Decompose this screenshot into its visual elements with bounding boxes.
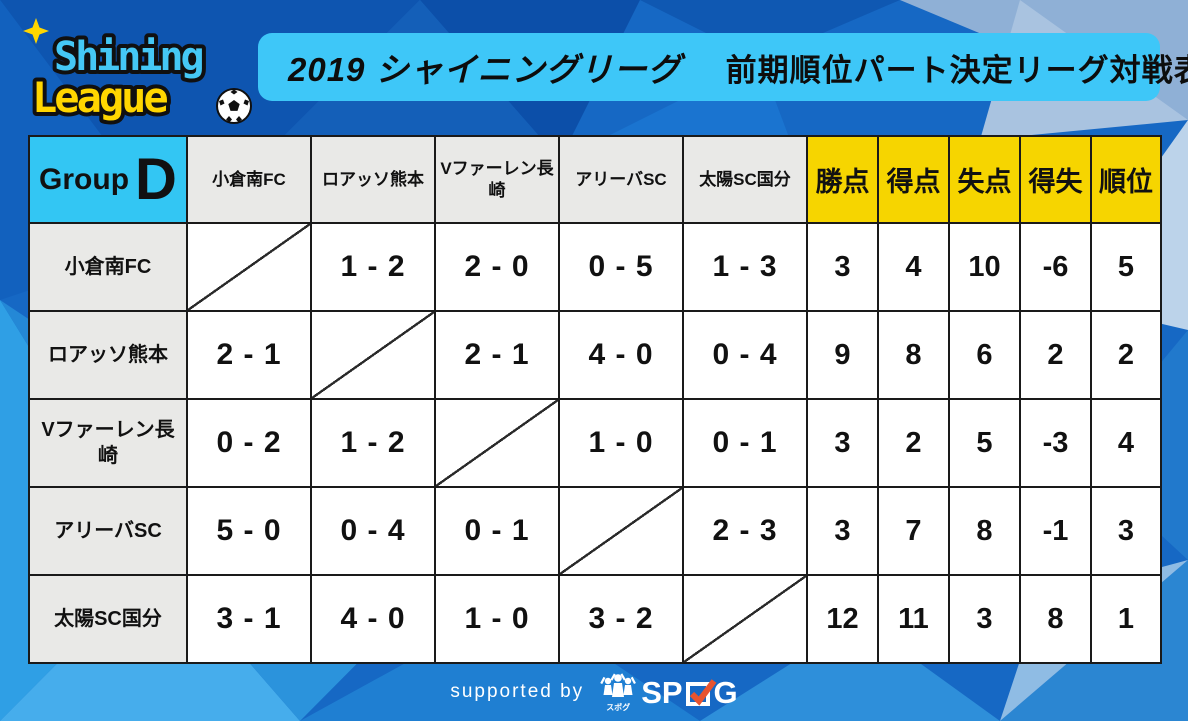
- points-cell: 3: [806, 222, 879, 312]
- rank-cell: 5: [1090, 222, 1162, 312]
- goals-against-cell: 6: [948, 310, 1021, 400]
- sponsor-icon-caption: スポグ: [606, 703, 631, 712]
- logo-word-league: League: [32, 73, 167, 122]
- banner-subtitle: 前期順位パート決定リーグ対戦表: [725, 52, 1188, 88]
- goals-for-cell: 8: [877, 310, 950, 400]
- match-result-cell: 3 - 1: [186, 574, 312, 664]
- self-match-cell: [434, 398, 560, 488]
- self-match-cell: [186, 222, 312, 312]
- column-header-team-3: アリーバSC: [558, 135, 684, 224]
- column-header-goals-for: 得点: [877, 135, 950, 224]
- sponsor-suffix: G: [713, 674, 738, 710]
- match-result-cell: 1 - 2: [310, 398, 436, 488]
- match-result-cell: 1 - 0: [558, 398, 684, 488]
- goal-diff-cell: -1: [1019, 486, 1092, 576]
- check-square-icon: [685, 678, 716, 706]
- row-header-team: Vファーレン長崎: [28, 398, 188, 488]
- column-header-team-0: 小倉南FC: [186, 135, 312, 224]
- row-header-team: 小倉南FC: [28, 222, 188, 312]
- group-word: Group: [39, 162, 130, 196]
- column-header-goal-diff: 得失: [1019, 135, 1092, 224]
- goals-for-cell: 2: [877, 398, 950, 488]
- match-result-cell: 4 - 0: [310, 574, 436, 664]
- sparkle-icon: [23, 18, 49, 44]
- points-cell: 3: [806, 486, 879, 576]
- goals-for-cell: 7: [877, 486, 950, 576]
- points-cell: 12: [806, 574, 879, 664]
- table-row: アリーバSC 5 - 0 0 - 4 0 - 1 2 - 3 3 7 8 -1 …: [28, 486, 1162, 576]
- group-letter: D: [135, 146, 177, 212]
- supported-by-label: supported by: [450, 681, 585, 702]
- column-header-rank: 順位: [1090, 135, 1162, 224]
- match-result-cell: 2 - 0: [434, 222, 560, 312]
- goal-diff-cell: -6: [1019, 222, 1092, 312]
- points-cell: 3: [806, 398, 879, 488]
- match-result-cell: 0 - 5: [558, 222, 684, 312]
- goal-diff-cell: 2: [1019, 310, 1092, 400]
- match-result-cell: 2 - 3: [682, 486, 808, 576]
- logo-word-shining: Shining: [54, 34, 202, 80]
- goal-diff-cell: -3: [1019, 398, 1092, 488]
- header-row: Group D 小倉南FC ロアッソ熊本 Vファーレン長崎 アリーバSC 太陽S…: [28, 135, 1162, 224]
- group-cell: Group D: [28, 135, 188, 224]
- goals-against-cell: 3: [948, 574, 1021, 664]
- goals-for-cell: 11: [877, 574, 950, 664]
- match-result-cell: 3 - 2: [558, 574, 684, 664]
- column-header-team-4: 太陽SC国分: [682, 135, 808, 224]
- group-label: Group D: [31, 146, 185, 212]
- self-match-cell: [558, 486, 684, 576]
- soccer-ball-icon: [216, 88, 252, 124]
- match-result-cell: 0 - 4: [310, 486, 436, 576]
- page-footer: supported by: [0, 668, 1188, 716]
- match-result-cell: 0 - 1: [434, 486, 560, 576]
- match-result-cell: 4 - 0: [558, 310, 684, 400]
- points-cell: 9: [806, 310, 879, 400]
- column-header-goals-against: 失点: [948, 135, 1021, 224]
- self-match-cell: [682, 574, 808, 664]
- goals-against-cell: 10: [948, 222, 1021, 312]
- self-match-cell: [310, 310, 436, 400]
- rank-cell: 2: [1090, 310, 1162, 400]
- match-result-cell: 2 - 1: [186, 310, 312, 400]
- row-header-team: 太陽SC国分: [28, 574, 188, 664]
- rank-cell: 4: [1090, 398, 1162, 488]
- league-table: Group D 小倉南FC ロアッソ熊本 Vファーレン長崎 アリーバSC 太陽S…: [28, 135, 1162, 664]
- match-result-cell: 1 - 3: [682, 222, 808, 312]
- goals-against-cell: 5: [948, 398, 1021, 488]
- column-header-team-2: Vファーレン長崎: [434, 135, 560, 224]
- table-row: 太陽SC国分 3 - 1 4 - 0 1 - 0 3 - 2 12 11 3 8…: [28, 574, 1162, 664]
- banner-season-title: 2019 シャイニングリーグ: [288, 51, 682, 88]
- match-result-cell: 5 - 0: [186, 486, 312, 576]
- rank-cell: 3: [1090, 486, 1162, 576]
- match-result-cell: 0 - 4: [682, 310, 808, 400]
- match-result-cell: 2 - 1: [434, 310, 560, 400]
- goals-against-cell: 8: [948, 486, 1021, 576]
- goals-for-cell: 4: [877, 222, 950, 312]
- column-header-team-1: ロアッソ熊本: [310, 135, 436, 224]
- row-header-team: アリーバSC: [28, 486, 188, 576]
- match-result-cell: 0 - 1: [682, 398, 808, 488]
- goal-diff-cell: 8: [1019, 574, 1092, 664]
- sponsor-logo: スポグ SP G: [600, 673, 738, 712]
- people-icon: スポグ: [600, 673, 637, 712]
- title-banner: 2019 シャイニングリーグ 前期順位パート決定リーグ対戦表: [258, 33, 1188, 101]
- match-result-cell: 1 - 2: [310, 222, 436, 312]
- row-header-team: ロアッソ熊本: [28, 310, 188, 400]
- match-result-cell: 0 - 2: [186, 398, 312, 488]
- rank-cell: 1: [1090, 574, 1162, 664]
- table-row: Vファーレン長崎 0 - 2 1 - 2 1 - 0 0 - 1 3 2 5 -…: [28, 398, 1162, 488]
- shining-league-logo: Shining League: [23, 18, 252, 126]
- column-header-points: 勝点: [806, 135, 879, 224]
- table-row: 小倉南FC 1 - 2 2 - 0 0 - 5 1 - 3 3 4 10 -6 …: [28, 222, 1162, 312]
- match-result-cell: 1 - 0: [434, 574, 560, 664]
- sponsor-prefix: SP: [641, 674, 683, 710]
- table-row: ロアッソ熊本 2 - 1 2 - 1 4 - 0 0 - 4 9 8 6 2 2: [28, 310, 1162, 400]
